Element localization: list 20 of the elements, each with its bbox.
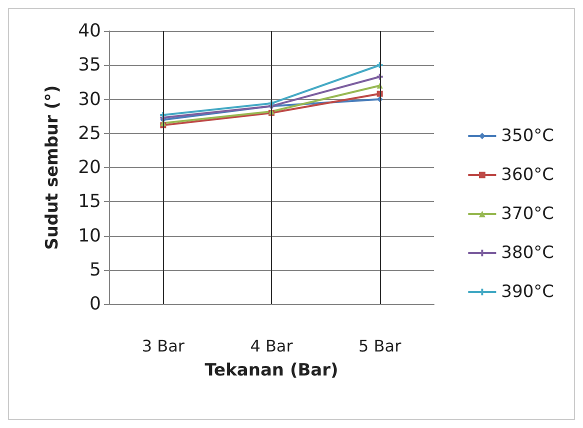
x-axis-title: Tekanan (Bar): [204, 360, 338, 380]
legend-label: 370°C: [501, 204, 554, 224]
legend-label: 360°C: [501, 165, 554, 185]
y-tick-label: 10: [78, 225, 101, 246]
y-axis-title: Sudut sembur (°): [42, 85, 62, 250]
x-tick-label: 5 Bar: [358, 336, 402, 356]
point: [268, 99, 276, 108]
legend-label: 350°C: [501, 126, 554, 146]
legend-label: 380°C: [501, 243, 554, 263]
y-tick-label: 0: [90, 294, 101, 314]
y-tick-label: 30: [78, 88, 101, 110]
x-tick-label: 4 Bar: [250, 336, 294, 356]
y-tick-label: 20: [78, 157, 101, 178]
legend-label: 390°C: [501, 282, 554, 302]
y-tick-label: 35: [78, 54, 101, 76]
y-tick-label: 40: [78, 20, 101, 42]
y-tick-label: 15: [78, 191, 101, 212]
y-tick-label: 5: [90, 259, 101, 280]
x-tick-label: 3 Bar: [142, 336, 185, 356]
y-tick-label: 25: [78, 122, 101, 144]
